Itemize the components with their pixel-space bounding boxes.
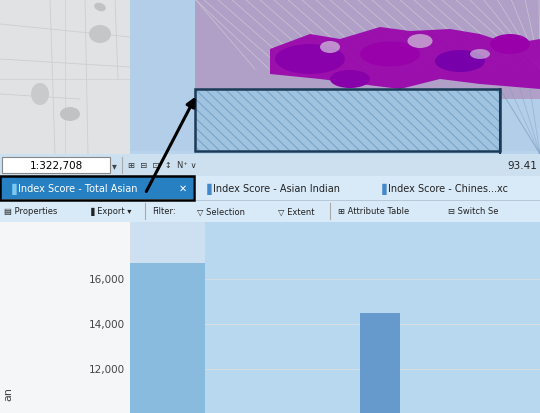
Ellipse shape bbox=[360, 43, 420, 67]
Ellipse shape bbox=[330, 71, 370, 89]
Text: ▐: ▐ bbox=[378, 183, 387, 194]
Bar bbox=[130, 152, 540, 154]
Text: ▐ Export ▾: ▐ Export ▾ bbox=[88, 207, 132, 216]
Ellipse shape bbox=[260, 108, 340, 128]
Bar bbox=[195, 90, 500, 152]
Text: 12,000: 12,000 bbox=[89, 364, 125, 374]
Text: ⊟ Switch Se: ⊟ Switch Se bbox=[448, 207, 498, 216]
Text: ▐: ▐ bbox=[203, 183, 212, 194]
Bar bbox=[360, 313, 400, 413]
Text: Index Score - Asian Indian: Index Score - Asian Indian bbox=[213, 183, 340, 194]
Ellipse shape bbox=[60, 108, 80, 122]
Bar bbox=[0, 177, 540, 201]
Ellipse shape bbox=[490, 35, 530, 55]
Bar bbox=[0, 154, 540, 177]
Ellipse shape bbox=[31, 84, 49, 106]
Text: ▐: ▐ bbox=[8, 183, 17, 194]
Text: Filter:: Filter: bbox=[152, 207, 176, 216]
FancyBboxPatch shape bbox=[2, 158, 110, 173]
Text: 14,000: 14,000 bbox=[89, 319, 125, 329]
Text: ⊞  ⊟  ⊡  ↕  N⁺ ∨: ⊞ ⊟ ⊡ ↕ N⁺ ∨ bbox=[128, 161, 197, 170]
Text: ⊞ Attribute Table: ⊞ Attribute Table bbox=[338, 207, 409, 216]
Text: ▤ Properties: ▤ Properties bbox=[4, 207, 57, 216]
Bar bbox=[195, 90, 500, 152]
Polygon shape bbox=[270, 28, 540, 90]
Bar bbox=[0, 201, 540, 223]
Text: 16,000: 16,000 bbox=[89, 274, 125, 284]
Ellipse shape bbox=[408, 35, 433, 49]
Text: Index Score - Chines...xc: Index Score - Chines...xc bbox=[388, 183, 508, 194]
Bar bbox=[0, 0, 130, 154]
Ellipse shape bbox=[89, 26, 111, 44]
Text: an: an bbox=[3, 386, 13, 400]
Bar bbox=[0, 223, 130, 413]
Text: ✕: ✕ bbox=[179, 183, 187, 194]
Ellipse shape bbox=[94, 4, 106, 12]
Ellipse shape bbox=[275, 45, 345, 75]
Ellipse shape bbox=[310, 112, 450, 137]
Ellipse shape bbox=[470, 50, 490, 60]
Bar bbox=[195, 0, 540, 100]
Bar bbox=[0, 177, 194, 201]
Text: 93.41: 93.41 bbox=[507, 161, 537, 171]
Text: ▽ Selection: ▽ Selection bbox=[197, 207, 245, 216]
Bar bbox=[0, 223, 540, 413]
Ellipse shape bbox=[320, 42, 340, 54]
Bar bbox=[130, 0, 540, 154]
Text: ▾: ▾ bbox=[112, 161, 117, 171]
Bar bbox=[205, 223, 540, 413]
Bar bbox=[130, 263, 205, 413]
Bar bbox=[1, 178, 193, 199]
Text: ▽ Extent: ▽ Extent bbox=[278, 207, 314, 216]
Text: Index Score - Total Asian: Index Score - Total Asian bbox=[18, 183, 138, 194]
Text: 1:322,708: 1:322,708 bbox=[29, 161, 83, 171]
Ellipse shape bbox=[435, 51, 485, 73]
